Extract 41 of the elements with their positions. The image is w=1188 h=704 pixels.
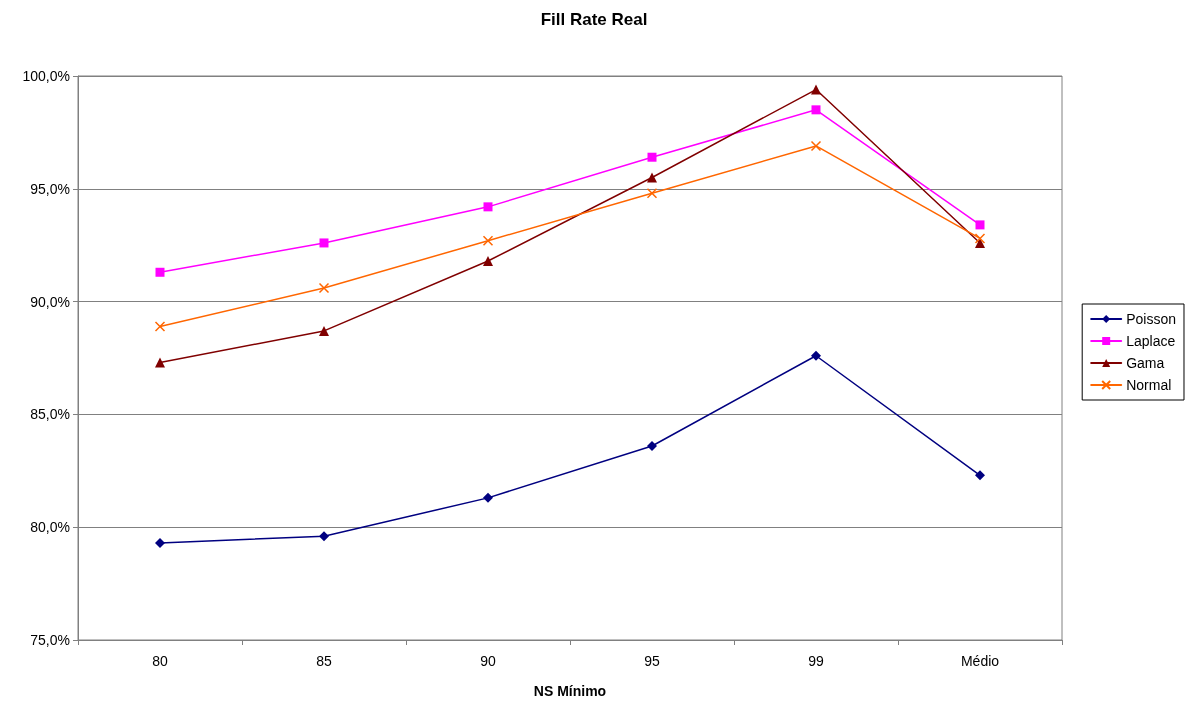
point <box>155 357 165 368</box>
point <box>647 152 657 162</box>
point <box>974 233 986 244</box>
y-tick-label: 100,0% <box>22 68 70 84</box>
point <box>811 84 821 95</box>
point <box>483 202 493 212</box>
x-axis-title: NS Mínimo <box>533 683 607 699</box>
point <box>319 238 329 248</box>
x-tick-label: 95 <box>644 653 660 669</box>
legend-label: Laplace <box>1126 333 1176 349</box>
y-tick-label: 75,0% <box>30 632 70 648</box>
point <box>154 321 166 332</box>
point <box>647 172 657 183</box>
point <box>319 531 329 542</box>
point <box>318 282 330 294</box>
point <box>483 255 493 266</box>
point <box>155 537 165 548</box>
legend-label: Normal <box>1126 377 1172 393</box>
y-tick-label: 95,0% <box>30 180 70 197</box>
point <box>155 267 165 277</box>
x-tick-label: 99 <box>808 653 824 669</box>
point <box>646 188 658 199</box>
chart-title: Fill Rate Real <box>540 10 648 29</box>
point <box>483 492 493 503</box>
x-tick-label: Médio <box>960 653 1000 669</box>
y-tick-label: 90,0% <box>30 293 70 310</box>
point <box>975 470 985 481</box>
point <box>811 350 821 361</box>
y-tick-label: 85,0% <box>30 406 70 423</box>
point <box>482 235 494 246</box>
point <box>811 105 821 115</box>
x-tick-label: 85 <box>316 653 332 669</box>
y-tick-label: 80,0% <box>30 519 70 536</box>
point <box>647 440 657 451</box>
x-tick-label: 90 <box>480 653 496 669</box>
point <box>810 140 822 152</box>
legend-label: Poisson <box>1126 311 1177 327</box>
x-tick-label: 80 <box>152 653 168 669</box>
legend-label: Gama <box>1126 355 1165 371</box>
point <box>319 325 329 336</box>
point <box>975 220 985 230</box>
